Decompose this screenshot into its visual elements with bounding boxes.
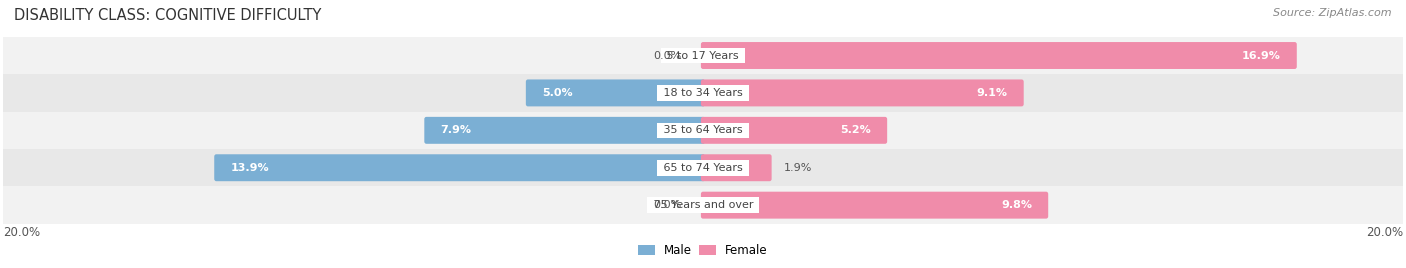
Text: 20.0%: 20.0% [3,226,39,239]
FancyBboxPatch shape [3,74,1403,112]
Text: 20.0%: 20.0% [1367,226,1403,239]
Text: 5.2%: 5.2% [841,125,872,135]
FancyBboxPatch shape [702,192,1049,219]
Text: 5 to 17 Years: 5 to 17 Years [664,50,742,61]
FancyBboxPatch shape [3,112,1403,149]
FancyBboxPatch shape [702,42,1296,69]
FancyBboxPatch shape [702,117,887,144]
Text: 0.0%: 0.0% [654,200,682,210]
Text: 9.8%: 9.8% [1001,200,1032,210]
Text: 13.9%: 13.9% [231,163,269,173]
Text: 16.9%: 16.9% [1241,50,1281,61]
FancyBboxPatch shape [214,154,704,181]
Legend: Male, Female: Male, Female [634,239,772,262]
FancyBboxPatch shape [3,37,1403,74]
Text: 1.9%: 1.9% [783,163,811,173]
Text: 75 Years and over: 75 Years and over [650,200,756,210]
Text: 65 to 74 Years: 65 to 74 Years [659,163,747,173]
Text: 18 to 34 Years: 18 to 34 Years [659,88,747,98]
FancyBboxPatch shape [702,154,772,181]
Text: 7.9%: 7.9% [440,125,471,135]
Text: 0.0%: 0.0% [654,50,682,61]
FancyBboxPatch shape [3,187,1403,224]
Text: 5.0%: 5.0% [541,88,572,98]
FancyBboxPatch shape [425,117,704,144]
Text: DISABILITY CLASS: COGNITIVE DIFFICULTY: DISABILITY CLASS: COGNITIVE DIFFICULTY [14,8,322,23]
Text: 9.1%: 9.1% [977,88,1008,98]
Text: Source: ZipAtlas.com: Source: ZipAtlas.com [1274,8,1392,18]
FancyBboxPatch shape [702,79,1024,106]
FancyBboxPatch shape [526,79,704,106]
FancyBboxPatch shape [3,149,1403,187]
Text: 35 to 64 Years: 35 to 64 Years [659,125,747,135]
